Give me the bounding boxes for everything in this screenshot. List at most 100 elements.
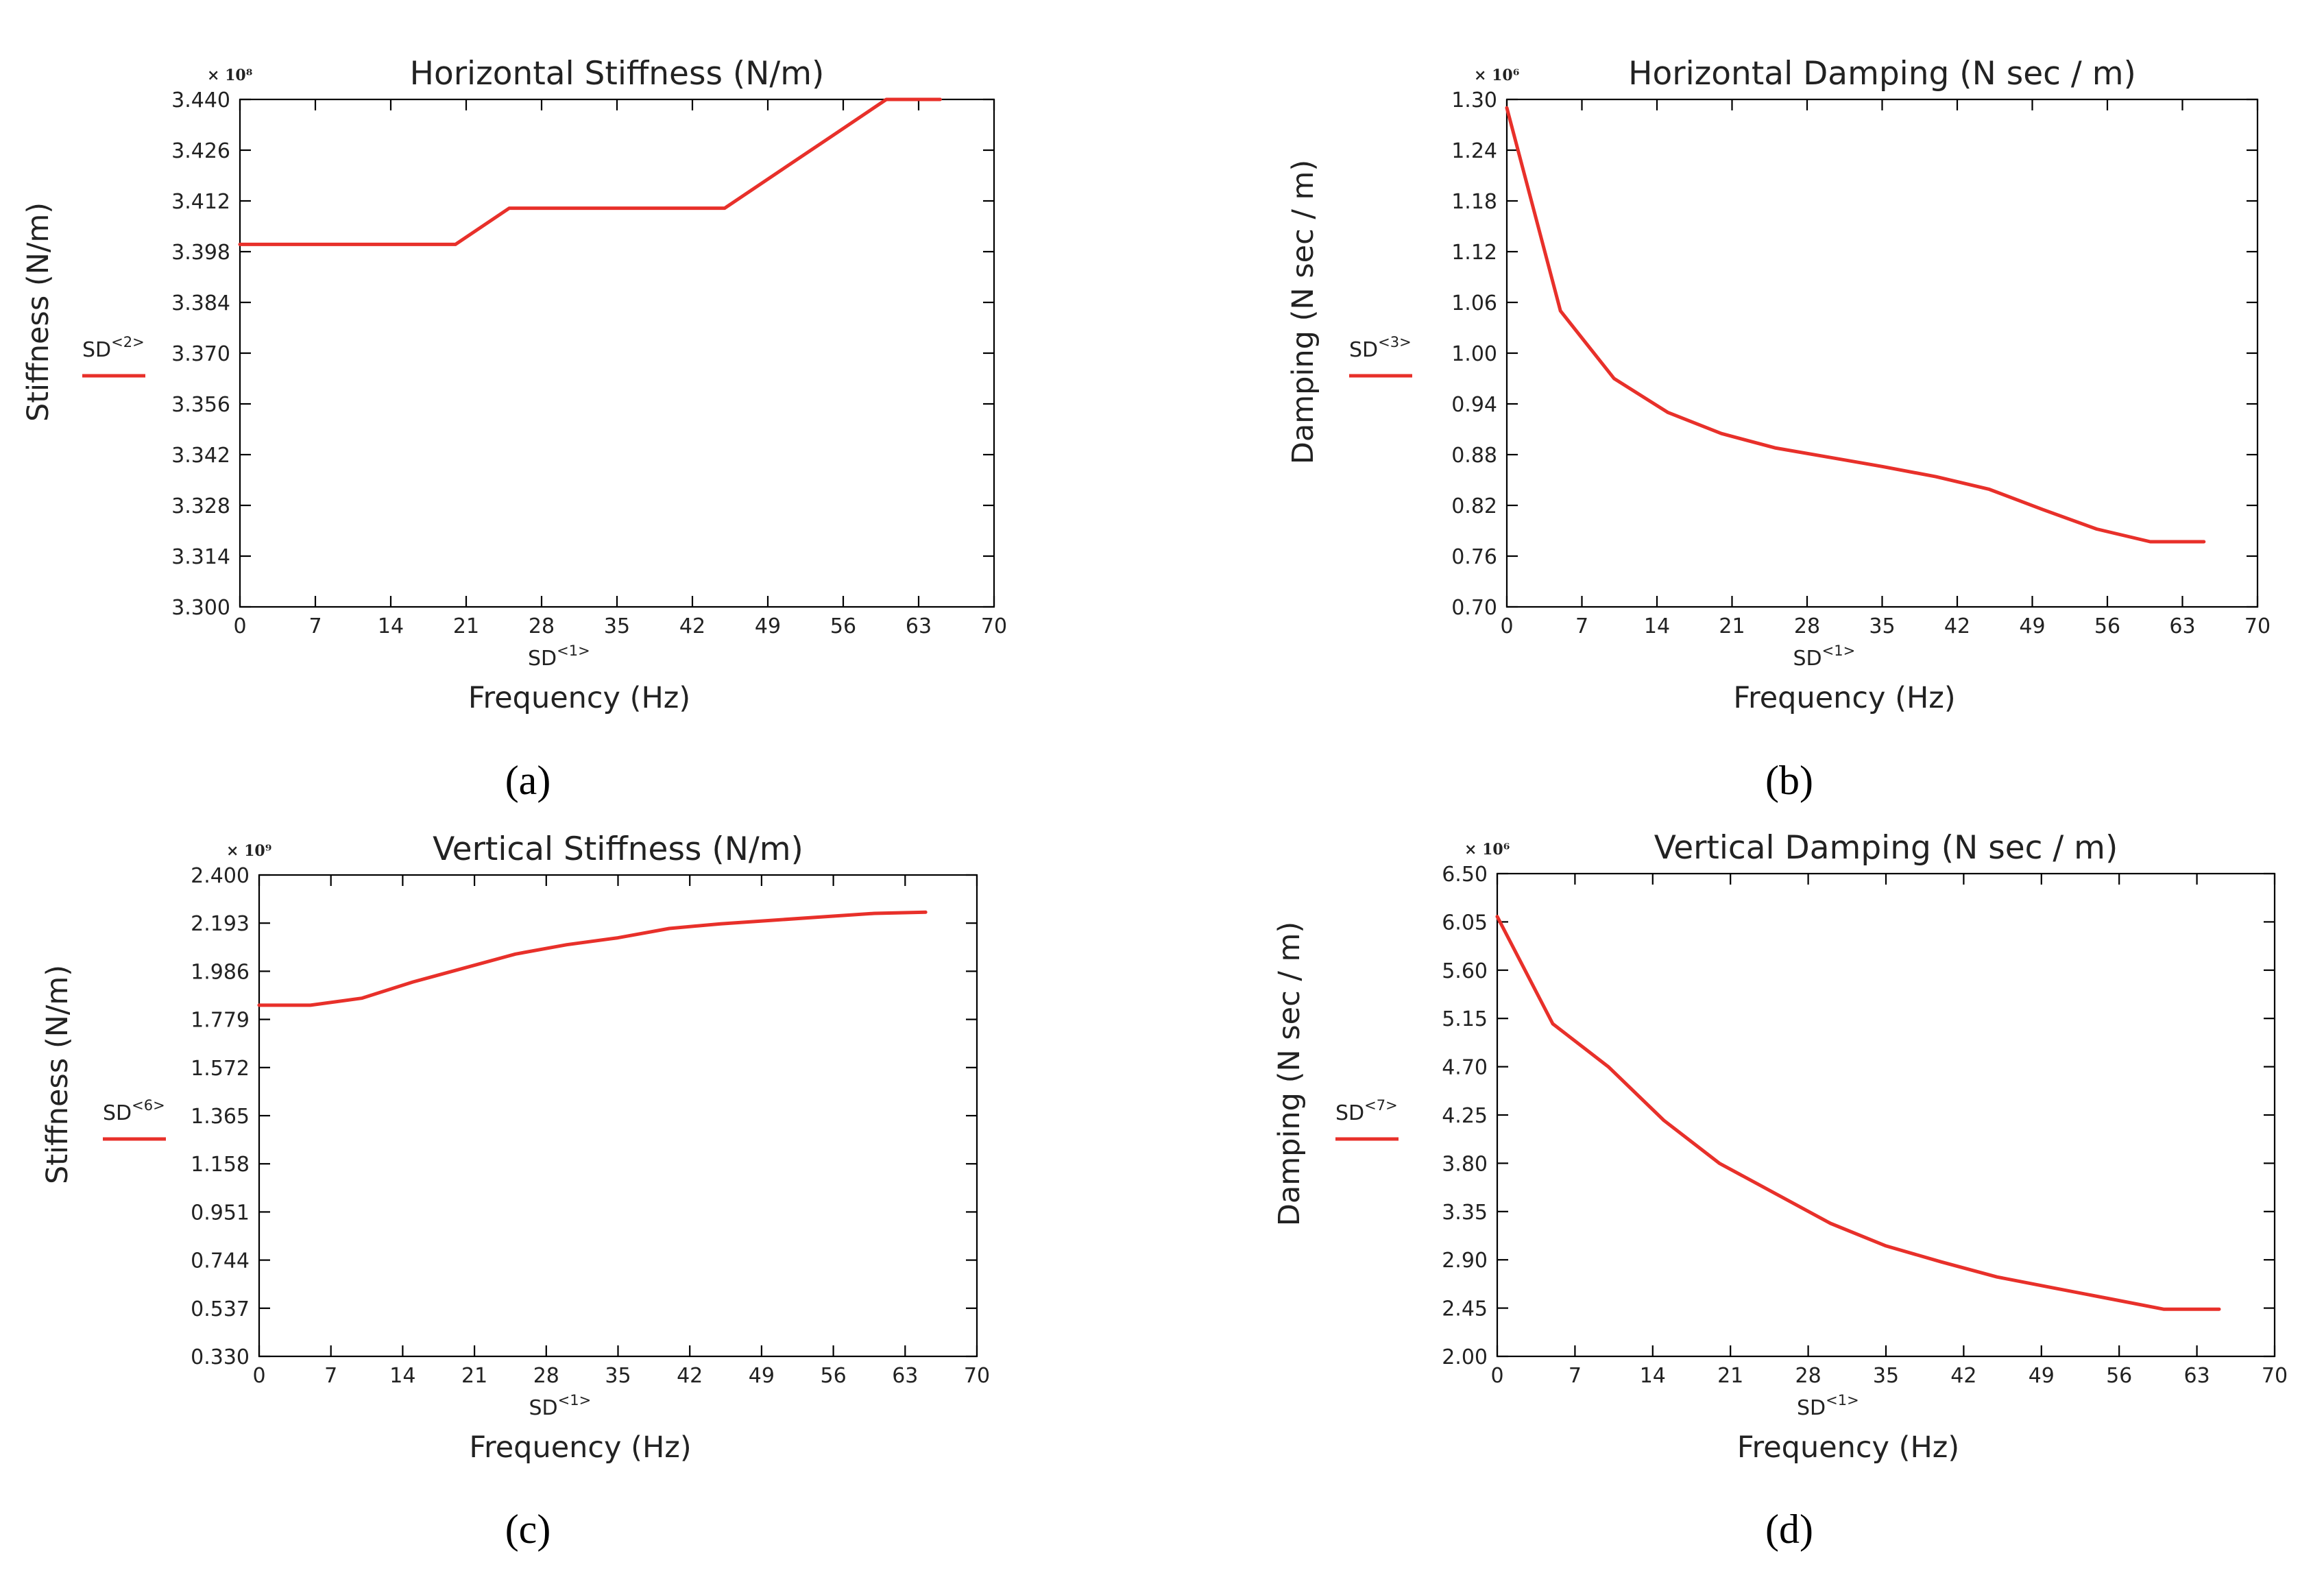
panel-background bbox=[31, 31, 1001, 696]
y-tick-label: 1.18 bbox=[1451, 190, 1497, 214]
series-line bbox=[1505, 106, 2206, 544]
legend-label: SD<6> bbox=[103, 1097, 165, 1125]
x-tick-label: 42 bbox=[1950, 1364, 1976, 1388]
y-axis-label: Stiffness (N/m) bbox=[40, 965, 75, 1184]
x-tick-label: 28 bbox=[529, 614, 555, 638]
y-tick-label: 2.400 bbox=[191, 864, 250, 888]
x-tick-label: 0 bbox=[233, 614, 246, 638]
x-tick-label: 7 bbox=[324, 1364, 337, 1388]
y-tick-label: 6.50 bbox=[1442, 863, 1488, 887]
series-line bbox=[238, 97, 942, 246]
series-line bbox=[257, 910, 928, 1007]
x-tick-label: 21 bbox=[1719, 614, 1745, 638]
y-axis-label: Damping (N sec / m) bbox=[1286, 160, 1320, 464]
chart-title: Vertical Stiffness (N/m) bbox=[433, 830, 803, 868]
x-tick-label: 49 bbox=[749, 1364, 775, 1388]
x-tick-label: 0 bbox=[252, 1364, 265, 1388]
x-tick-label: 70 bbox=[2244, 614, 2271, 638]
panel-background bbox=[31, 806, 1001, 1481]
y-tick-label: 0.76 bbox=[1451, 545, 1497, 569]
x-tick-label: 70 bbox=[2262, 1364, 2288, 1388]
series-line bbox=[1495, 915, 2221, 1311]
panel-background bbox=[1289, 31, 2307, 696]
y-tick-label: 1.158 bbox=[191, 1153, 250, 1177]
x-tick-label: 21 bbox=[453, 614, 479, 638]
x-tick-label: 14 bbox=[389, 1364, 415, 1388]
y-tick-label: 1.12 bbox=[1451, 241, 1497, 265]
y-tick-label: 3.426 bbox=[171, 139, 230, 163]
x-tick-label: 0 bbox=[1490, 1364, 1503, 1388]
y-tick-label: 3.384 bbox=[171, 291, 230, 315]
chart-title: Vertical Damping (N sec / m) bbox=[1654, 829, 2118, 867]
y-tick-label: 6.05 bbox=[1442, 911, 1488, 935]
y-tick-label: 0.94 bbox=[1451, 393, 1497, 417]
panel-d: Vertical Damping (N sec / m) × 10⁶ 0 7 14 21 2… bbox=[1272, 806, 2307, 1552]
x-tick-label: 35 bbox=[1869, 614, 1895, 638]
y-tick-label: 1.00 bbox=[1451, 342, 1497, 366]
y-tick-label: 0.537 bbox=[191, 1297, 250, 1321]
x-tick-label: 70 bbox=[981, 614, 1007, 638]
x-tick-label: 49 bbox=[755, 614, 781, 638]
x-tick-label: 42 bbox=[1944, 614, 1970, 638]
y-tick-label: 0.82 bbox=[1451, 494, 1497, 518]
x-tick-label: 28 bbox=[533, 1364, 559, 1388]
x-axis-label: Frequency (Hz) bbox=[1733, 681, 1955, 715]
x-tick-label: 42 bbox=[679, 614, 705, 638]
x-tick-label: 0 bbox=[1500, 614, 1513, 638]
y-tick-label: 1.986 bbox=[191, 960, 250, 984]
panel-background bbox=[1289, 806, 2307, 1481]
chart-title: Horizontal Damping (N sec / m) bbox=[1628, 55, 2136, 93]
y-tick-label: 0.951 bbox=[191, 1201, 250, 1225]
y-tick-label: 3.398 bbox=[171, 241, 230, 265]
y-tick-label: 2.00 bbox=[1442, 1345, 1488, 1369]
x-tick-label: 56 bbox=[2094, 614, 2120, 638]
x-tick-label: 35 bbox=[605, 1364, 631, 1388]
y-tick-label: 3.300 bbox=[171, 596, 230, 620]
x-axis-series-label: SD<1> bbox=[529, 1392, 592, 1420]
panel-c: Vertical Stiffness (N/m) × 10⁹ 0 7 14 21 28 35 4… bbox=[31, 806, 1001, 1552]
y-tick-label: 1.24 bbox=[1451, 139, 1497, 163]
x-tick-label: 14 bbox=[378, 614, 404, 638]
panel-label: (c) bbox=[505, 1507, 551, 1552]
x-tick-label: 70 bbox=[964, 1364, 990, 1388]
y-tick-label: 5.15 bbox=[1442, 1007, 1488, 1031]
y-tick-label: 1.572 bbox=[191, 1057, 250, 1081]
x-tick-label: 28 bbox=[1795, 1364, 1821, 1388]
axis-multiplier: × 10⁹ bbox=[226, 842, 271, 860]
axis-multiplier: × 10⁶ bbox=[1474, 67, 1519, 84]
y-tick-label: 1.06 bbox=[1451, 291, 1497, 315]
y-tick-label: 2.90 bbox=[1442, 1249, 1488, 1273]
y-tick-label: 4.70 bbox=[1442, 1056, 1488, 1080]
panel-label: (b) bbox=[1765, 758, 1813, 803]
x-tick-label: 7 bbox=[1575, 614, 1588, 638]
x-axis-series-label: SD<1> bbox=[1793, 643, 1856, 671]
legend-label: SD<2> bbox=[82, 334, 145, 362]
panel-label: (d) bbox=[1765, 1507, 1813, 1552]
y-tick-label: 2.193 bbox=[191, 912, 250, 936]
x-tick-label: 35 bbox=[1873, 1364, 1899, 1388]
y-tick-label: 3.356 bbox=[171, 393, 230, 417]
x-tick-label: 35 bbox=[604, 614, 630, 638]
x-tick-label: 56 bbox=[2106, 1364, 2132, 1388]
x-axis-series-label: SD<1> bbox=[528, 643, 590, 671]
x-tick-label: 49 bbox=[2029, 1364, 2055, 1388]
y-tick-label: 0.744 bbox=[191, 1249, 250, 1273]
x-tick-label: 63 bbox=[892, 1364, 918, 1388]
y-tick-label: 3.342 bbox=[171, 444, 230, 468]
y-tick-label: 3.314 bbox=[171, 545, 230, 569]
legend-label: SD<3> bbox=[1349, 334, 1412, 362]
chart-title: Horizontal Stiffness (N/m) bbox=[410, 55, 825, 93]
y-tick-label: 1.365 bbox=[191, 1105, 250, 1129]
x-tick-label: 7 bbox=[1569, 1364, 1582, 1388]
x-tick-label: 28 bbox=[1794, 614, 1820, 638]
y-axis-label: Stiffness (N/m) bbox=[21, 202, 56, 422]
y-tick-label: 3.328 bbox=[171, 494, 230, 518]
x-axis-series-label: SD<1> bbox=[1797, 1392, 1859, 1420]
axis-multiplier: × 10⁸ bbox=[207, 67, 252, 84]
x-tick-label: 21 bbox=[1717, 1364, 1743, 1388]
panel-a: Horizontal Stiffness (N/m) × 10⁸ 0 7 14 21 28 3… bbox=[21, 31, 1007, 803]
x-tick-label: 14 bbox=[1640, 1364, 1666, 1388]
y-tick-label: 3.370 bbox=[171, 342, 230, 366]
panel-label: (a) bbox=[505, 758, 551, 803]
